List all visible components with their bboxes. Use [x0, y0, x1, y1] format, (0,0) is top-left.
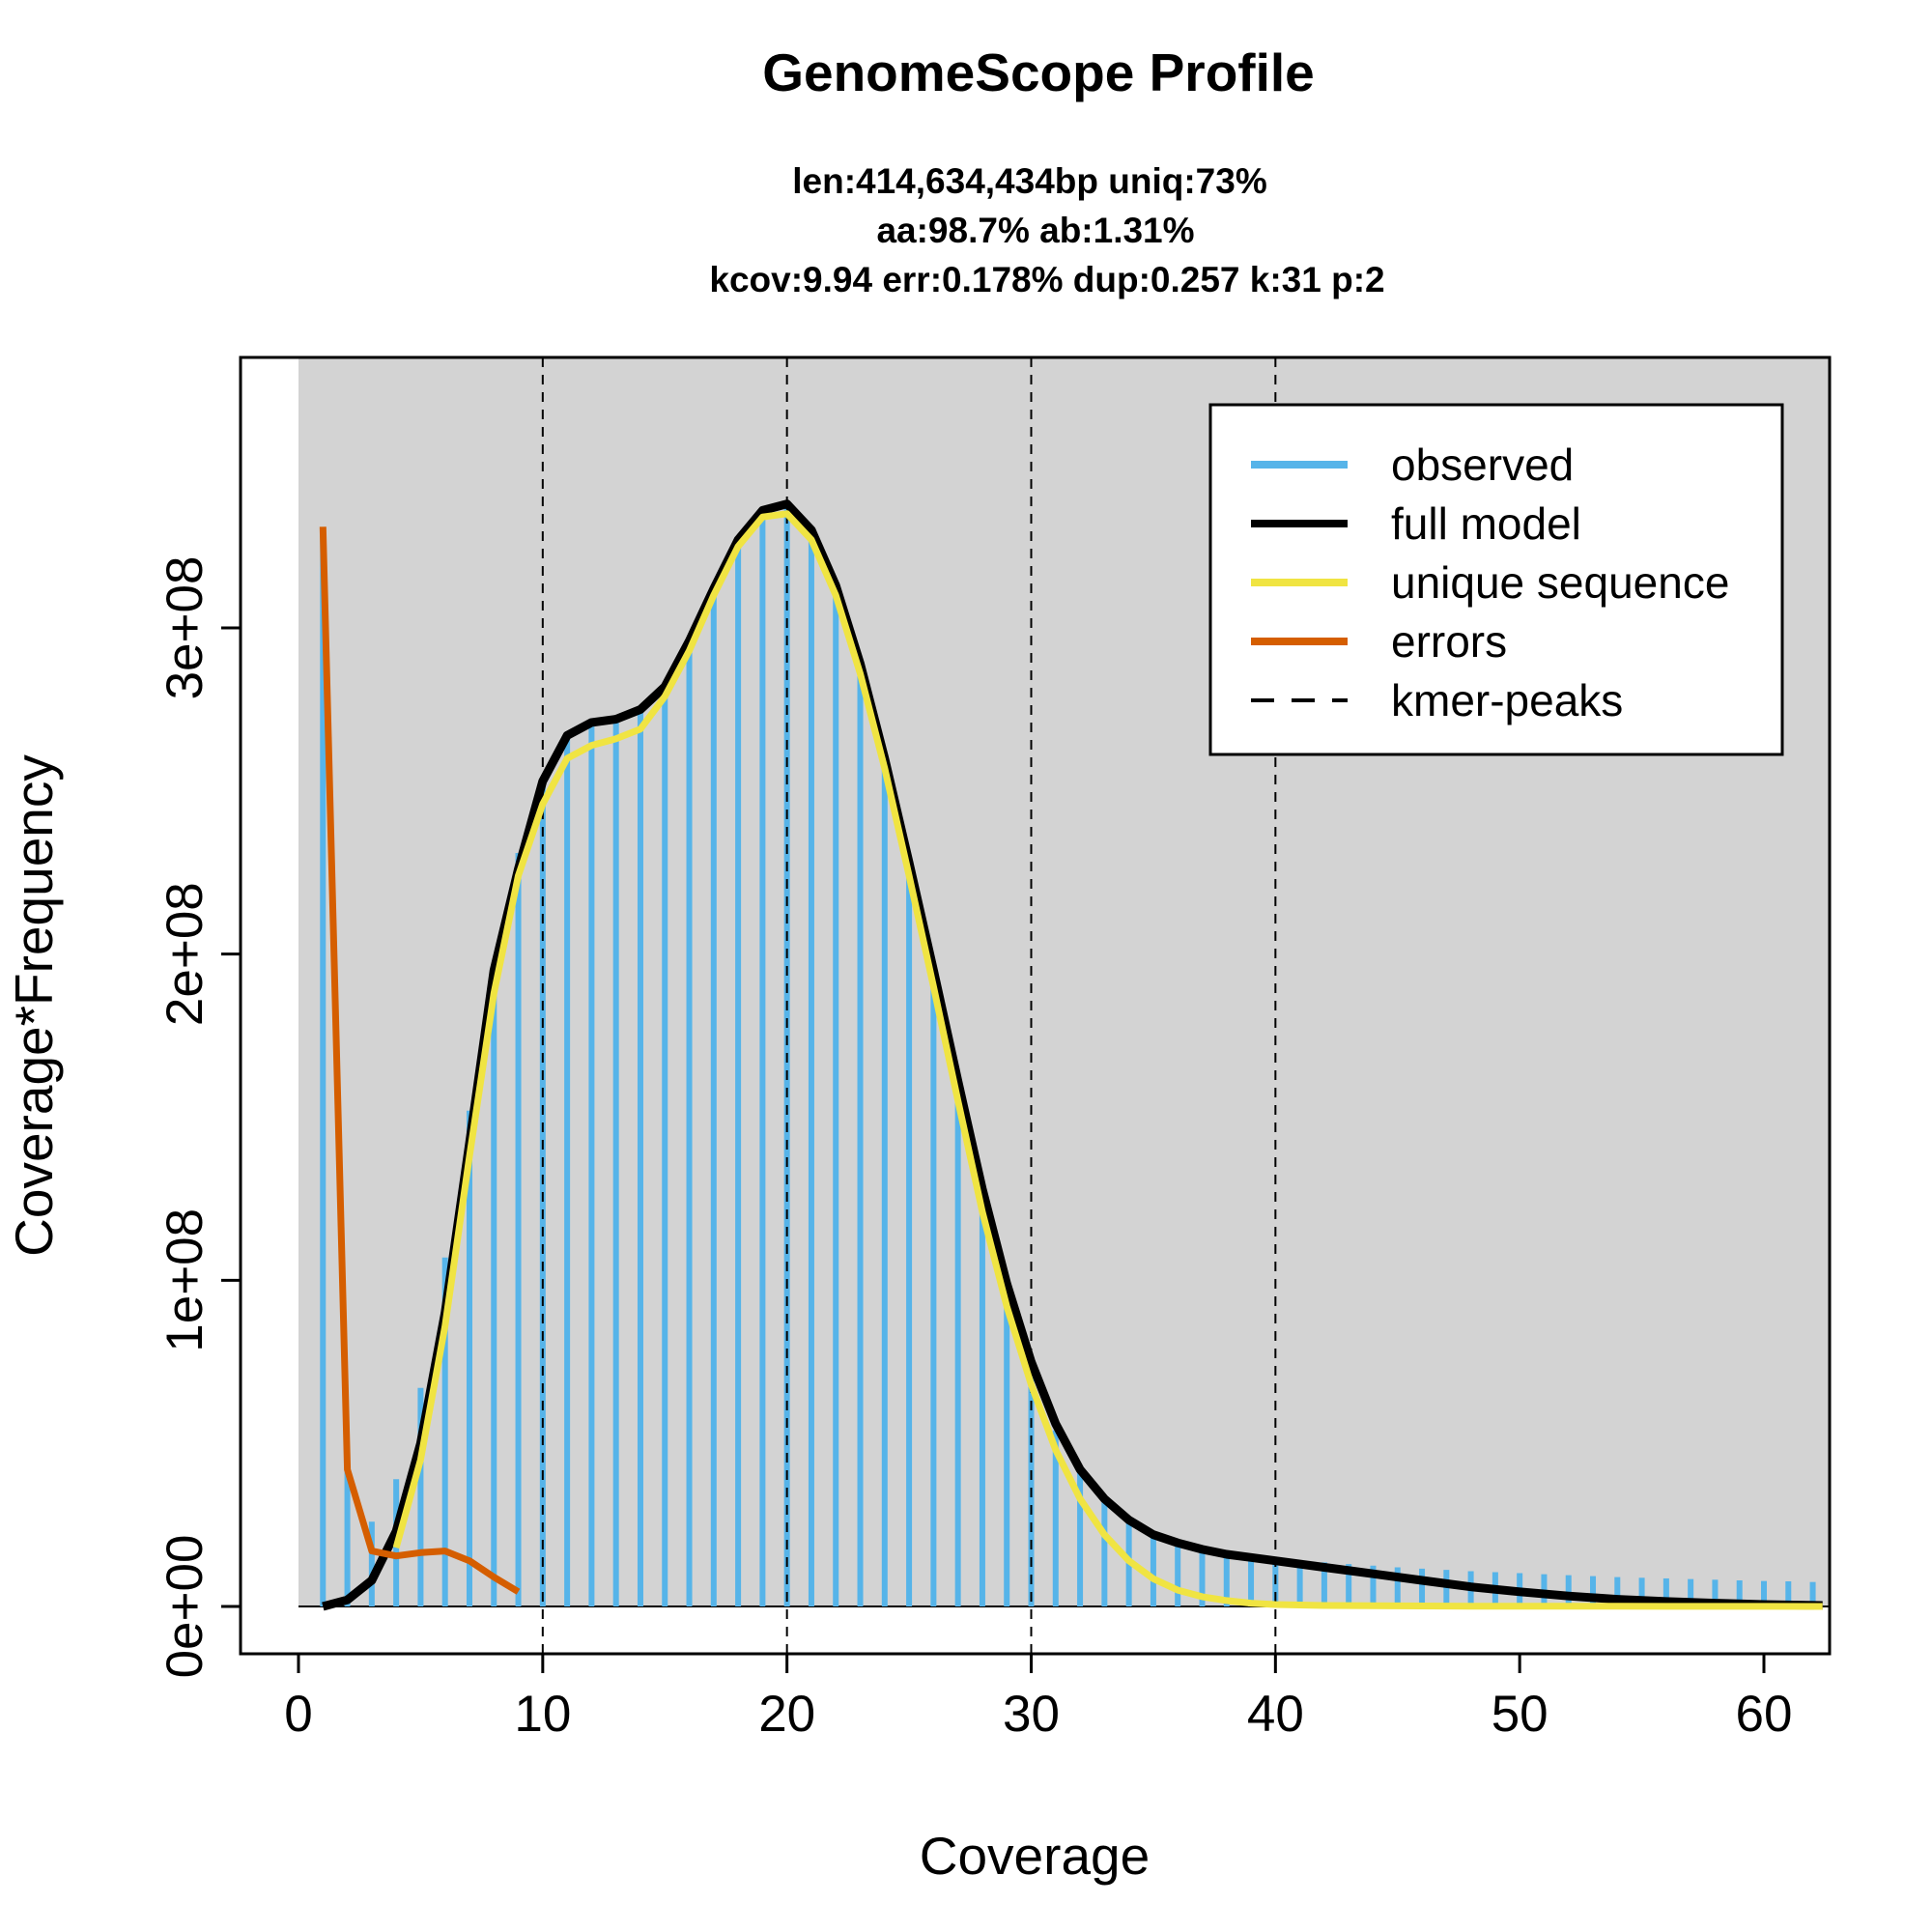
x-tick-label: 40 — [1247, 1686, 1304, 1743]
x-tick-label: 60 — [1736, 1686, 1793, 1743]
y-tick-label: 0e+00 — [156, 1535, 213, 1679]
x-tick-label: 30 — [1003, 1686, 1060, 1743]
unique-sequence-line — [392, 510, 1823, 1610]
y-axis-label: Coverage*Frequency — [4, 754, 64, 1257]
full-model-line — [322, 499, 1823, 1611]
legend-label: observed — [1391, 440, 1574, 490]
x-axis-label: Coverage — [920, 1826, 1150, 1886]
legend-label: errors — [1391, 616, 1507, 667]
legend-entries: observed full model unique sequence errors k… — [1251, 440, 1729, 725]
legend-label: unique sequence — [1391, 557, 1729, 608]
chart-subtitle-line-2: aa:98.7% ab:1.31% — [876, 211, 1194, 250]
x-tick-label: 50 — [1492, 1686, 1548, 1743]
y-tick-label: 2e+08 — [156, 882, 213, 1026]
model-lines — [319, 499, 1823, 1611]
x-tick-label: 10 — [514, 1686, 571, 1743]
x-axis: 0 10 20 30 40 50 60 — [284, 1654, 1792, 1743]
legend-label: full model — [1391, 498, 1581, 549]
y-tick-label: 3e+08 — [156, 556, 213, 700]
legend: observed full model unique sequence errors k… — [1208, 403, 1784, 756]
x-tick-label: 0 — [284, 1686, 312, 1743]
chart-subtitle-line-1: len:414,634,434bp uniq:73% — [792, 161, 1266, 201]
x-tick-label: 20 — [758, 1686, 815, 1743]
y-axis: 0e+00 1e+08 2e+08 3e+08 — [156, 556, 241, 1679]
observed-bars — [298, 507, 1830, 1607]
legend-label: kmer-peaks — [1391, 675, 1623, 725]
y-tick-label: 1e+08 — [156, 1208, 213, 1352]
plot-frame — [239, 355, 1832, 1656]
chart-subtitle-line-3: kcov:9.94 err:0.178% dup:0.257 k:31 p:2 — [709, 260, 1384, 299]
chart-title: GenomeScope Profile — [762, 43, 1315, 102]
errors-line — [319, 526, 521, 1595]
